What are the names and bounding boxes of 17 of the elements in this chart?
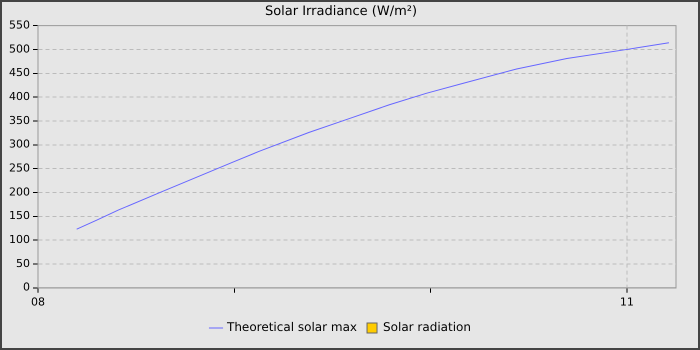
x-tick-label: 08 <box>30 295 45 308</box>
y-tick-label: 550 <box>8 18 30 32</box>
y-tick-label: 0 <box>22 280 30 294</box>
legend-label: Solar radiation <box>383 320 472 334</box>
y-tick-label: 350 <box>8 114 30 127</box>
x-tick-label: 11 <box>620 295 634 308</box>
y-tick-label: 250 <box>8 161 30 174</box>
y-tick-label: 200 <box>8 185 30 198</box>
y-tick-label: 500 <box>8 42 30 56</box>
y-tick-label: 400 <box>8 90 30 103</box>
y-tick-label: 300 <box>8 138 30 151</box>
y-tick-label: 100 <box>8 232 30 246</box>
chart-title: Solar Irradiance (W/m²) <box>264 4 418 20</box>
legend-label: Theoretical solar max <box>226 320 358 334</box>
y-tick-label: 50 <box>16 256 30 270</box>
y-tick-label: 150 <box>8 209 30 222</box>
y-tick-label: 450 <box>8 66 30 80</box>
